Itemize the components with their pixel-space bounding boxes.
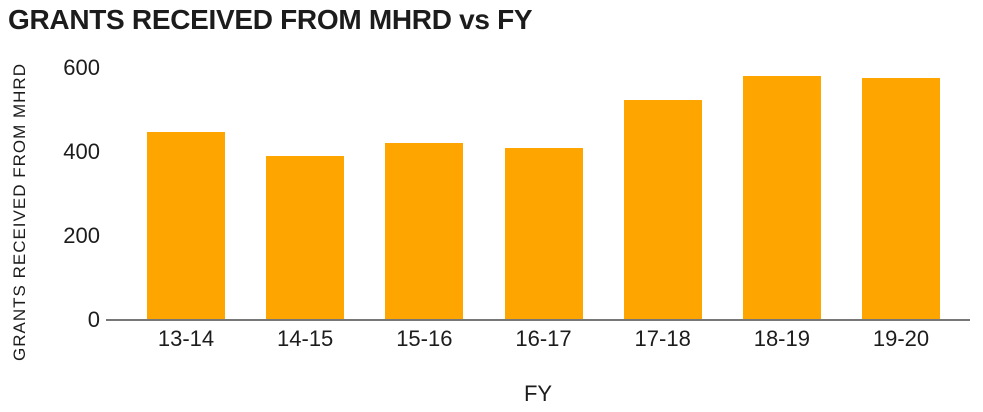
bar-15-16 — [385, 143, 464, 319]
x-tick-label: 19-20 — [872, 326, 930, 351]
x-tick-label: 14-15 — [277, 326, 334, 351]
x-tick-label: 13-14 — [157, 326, 215, 351]
plot-area — [106, 68, 970, 320]
bar-17-18 — [623, 99, 702, 319]
x-axis-line — [106, 319, 970, 321]
x-tick-label: 17-18 — [634, 326, 691, 351]
bar-18-19 — [742, 76, 821, 319]
bar-13-14 — [147, 132, 225, 319]
x-tick-label: 16-17 — [515, 326, 572, 351]
x-tick-label: 18-19 — [753, 326, 810, 351]
y-tick-label: 600 — [63, 55, 100, 80]
y-tick-label: 0 — [87, 307, 100, 332]
x-axis-title: FY — [523, 381, 553, 406]
x-tick-label: 15-16 — [396, 326, 453, 351]
y-tick-label: 400 — [63, 139, 100, 164]
y-axis-title: GRANTS RECEIVED FROM MHRD — [10, 63, 29, 361]
bar-16-17 — [504, 148, 583, 319]
chart-title: GRANTS RECEIVED FROM MHRD vs FY — [8, 4, 533, 35]
bar-19-20 — [862, 78, 941, 319]
bar-14-15 — [266, 156, 345, 319]
y-tick-label: 200 — [63, 223, 100, 248]
